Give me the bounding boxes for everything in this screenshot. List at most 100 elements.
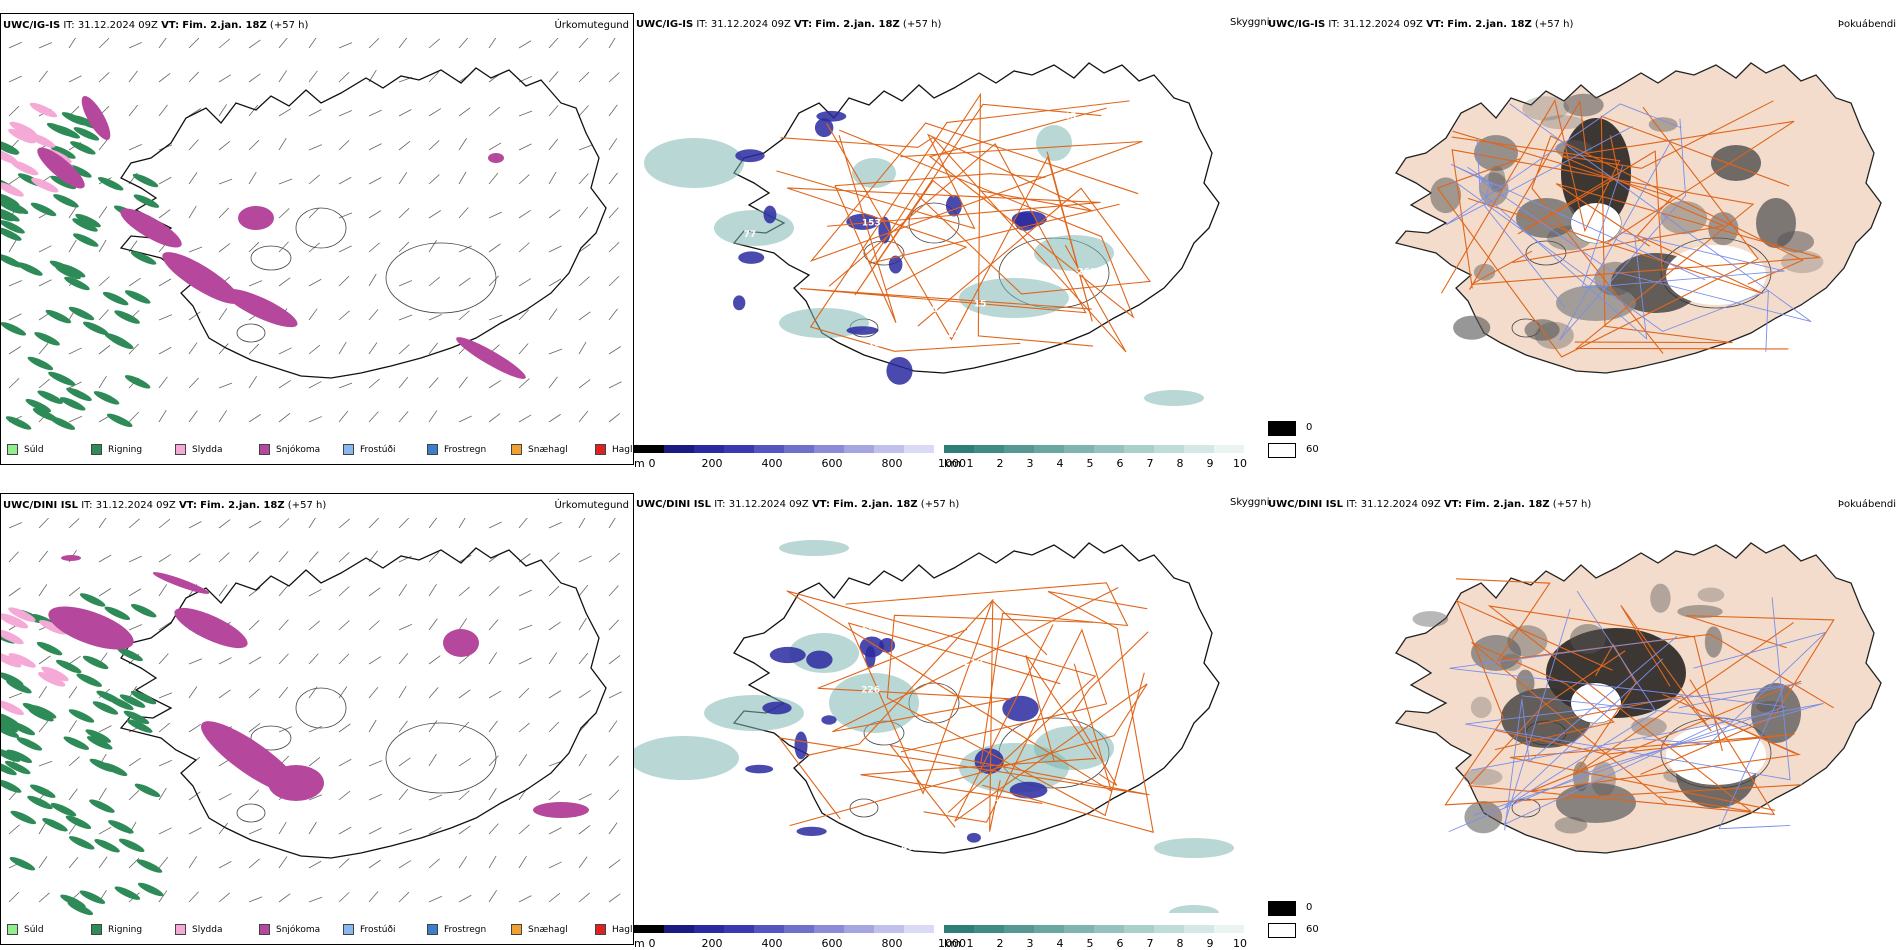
wind-barb bbox=[458, 825, 471, 835]
cloud-base-label: 210 bbox=[964, 658, 983, 668]
tick-label: 10 bbox=[1233, 457, 1247, 470]
wind-barb bbox=[548, 209, 561, 219]
rain-cell bbox=[79, 890, 106, 904]
wind-barb bbox=[608, 822, 618, 835]
wind-barb bbox=[488, 690, 502, 699]
wind-barb bbox=[338, 410, 349, 423]
road-line bbox=[1451, 149, 1789, 350]
snow-area bbox=[268, 765, 324, 801]
wind-barb bbox=[308, 653, 319, 665]
glacier-outline bbox=[385, 722, 497, 794]
legend-swatch bbox=[1268, 923, 1296, 938]
wind-barb bbox=[248, 858, 260, 869]
sleet-cell bbox=[39, 619, 67, 635]
colorbar-segment bbox=[694, 445, 724, 453]
legend-item: Frostúði bbox=[343, 444, 427, 455]
snow-area bbox=[162, 252, 240, 304]
tick-label: 0 bbox=[648, 457, 656, 470]
legend-label: Snjókoma bbox=[276, 924, 321, 935]
legend-label: Haglél bbox=[612, 444, 641, 455]
wind-barb bbox=[428, 140, 440, 151]
wind-barb bbox=[308, 381, 322, 389]
wind-barb bbox=[278, 585, 289, 597]
wind-barb bbox=[278, 551, 289, 563]
wind-barb bbox=[218, 892, 230, 903]
road-line bbox=[834, 135, 1046, 323]
fog-area bbox=[1144, 390, 1204, 406]
wind-barb bbox=[398, 376, 409, 389]
wind-barb bbox=[38, 550, 49, 563]
rain-cell bbox=[68, 709, 95, 723]
tick-label: 10 bbox=[1233, 937, 1247, 950]
wind-barb bbox=[278, 893, 291, 903]
wind-barb bbox=[248, 587, 261, 597]
wind-barb bbox=[488, 38, 497, 49]
legend-swatch bbox=[1268, 443, 1296, 458]
road-line bbox=[1517, 135, 1663, 272]
wind-barb bbox=[248, 73, 261, 83]
rain-cell bbox=[53, 194, 79, 208]
wind-barb bbox=[158, 104, 168, 117]
wind-barb bbox=[398, 280, 413, 287]
colorbar-segment bbox=[784, 445, 814, 453]
cloud-base-label: 13 bbox=[1022, 597, 1035, 607]
wind-barb bbox=[578, 892, 590, 903]
colorbar-segment bbox=[944, 925, 974, 933]
wind-barb bbox=[548, 827, 562, 835]
panel-header: UWC/DINI ISL IT: 31.12.2024 09Z VT: Fim.… bbox=[636, 499, 960, 510]
wind-barb bbox=[68, 857, 79, 869]
rain-cell bbox=[55, 659, 82, 674]
wind-barb bbox=[308, 896, 323, 903]
wind-barb bbox=[548, 413, 561, 423]
wind-barb bbox=[488, 619, 499, 631]
road-line bbox=[839, 107, 1135, 319]
colorbar-segment bbox=[1094, 445, 1124, 453]
legend-item: Snæhagl bbox=[511, 444, 595, 455]
wind-barb bbox=[548, 376, 558, 389]
wind-barb bbox=[488, 755, 499, 767]
visibility-colorbar bbox=[944, 925, 1244, 933]
iceland-coastline bbox=[732, 542, 1220, 854]
rain-cell bbox=[1, 322, 27, 336]
sleet-cell bbox=[1, 613, 29, 629]
precip-legend: Súld Rigning Slydda Snjókoma Frostúði Frostre… bbox=[7, 924, 679, 935]
legend-label: 0 bbox=[1306, 902, 1313, 913]
wind-barb bbox=[188, 377, 199, 389]
sleet-cell bbox=[1, 149, 18, 164]
wind-barb bbox=[68, 239, 77, 253]
wind-barb bbox=[128, 143, 142, 151]
wind-barb bbox=[368, 177, 382, 185]
wind-barb bbox=[548, 690, 562, 699]
low-cloud-area bbox=[763, 205, 777, 224]
colorbar-segment bbox=[694, 925, 724, 933]
low-cloud-area bbox=[733, 295, 746, 311]
wind-barb bbox=[188, 139, 199, 151]
road-line bbox=[786, 590, 1113, 813]
wind-barb bbox=[518, 378, 530, 389]
rain-cell bbox=[136, 859, 163, 873]
rain-cell bbox=[42, 818, 68, 832]
legend-label: Slydda bbox=[192, 924, 223, 935]
wind-barb bbox=[488, 720, 498, 733]
wind-barb bbox=[188, 205, 197, 219]
precip-panel-top: UWC/IG-IS IT: 31.12.2024 09Z VT: Fim. 2.… bbox=[0, 13, 641, 465]
legend-swatch bbox=[175, 924, 186, 935]
wind-barb bbox=[68, 720, 78, 733]
wind-barb bbox=[218, 140, 231, 151]
fog-index-area bbox=[1660, 200, 1708, 235]
rain-cell bbox=[107, 335, 134, 350]
legend-swatch bbox=[427, 444, 438, 455]
rain-cell bbox=[36, 641, 63, 656]
tick-label: 400 bbox=[761, 937, 783, 950]
wind-barb bbox=[578, 652, 589, 665]
legend-item: Frostregn bbox=[427, 444, 511, 455]
wind-barb bbox=[518, 174, 530, 185]
wind-barb bbox=[608, 755, 619, 767]
fog-index-area bbox=[1650, 583, 1671, 613]
wind-barb bbox=[458, 245, 472, 253]
cloud-base-label: 90 bbox=[925, 305, 938, 315]
colorbar-segment bbox=[1124, 925, 1154, 933]
snow-area bbox=[238, 206, 274, 230]
river-line bbox=[1643, 631, 1826, 745]
wind-barb bbox=[548, 348, 563, 355]
